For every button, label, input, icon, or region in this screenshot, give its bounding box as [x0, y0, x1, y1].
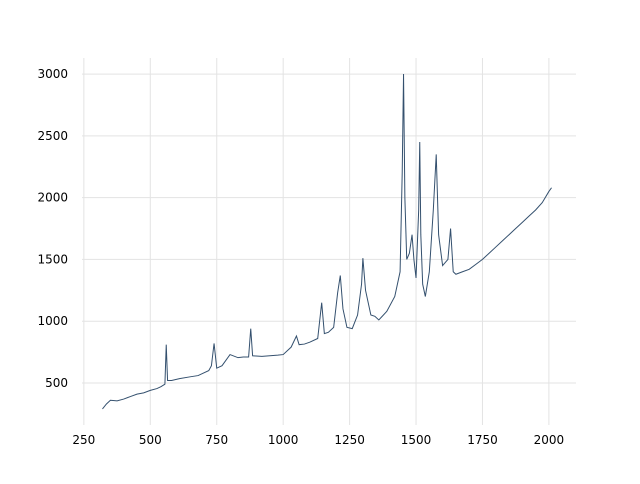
x-tick-label: 1000	[268, 433, 299, 447]
y-tick-label: 500	[45, 376, 68, 390]
y-tick-label: 2000	[37, 191, 68, 205]
x-tick-label: 750	[205, 433, 228, 447]
y-tick-label: 1000	[37, 314, 68, 328]
y-tick-label: 1500	[37, 252, 68, 266]
x-tick-label: 1500	[401, 433, 432, 447]
x-tick-label: 250	[72, 433, 95, 447]
y-tick-label: 3000	[37, 67, 68, 81]
line	[102, 74, 552, 410]
x-tick-label: 1250	[334, 433, 365, 447]
x-tick-label: 1750	[467, 433, 498, 447]
x-tick-label: 2000	[534, 433, 565, 447]
x-tick-label: 500	[139, 433, 162, 447]
y-tick-label: 2500	[37, 129, 68, 143]
